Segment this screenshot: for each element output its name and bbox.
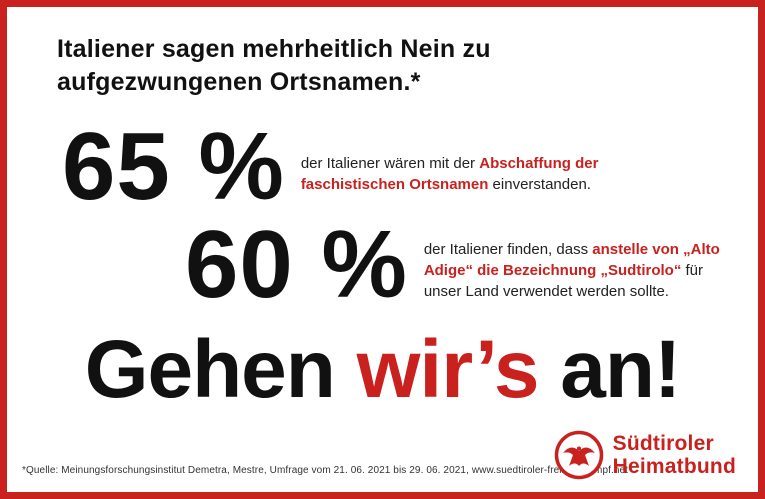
stat-65-value: 65 % <box>62 113 285 220</box>
poster-title-line1: Italiener sagen mehrheitlich Nein zu <box>57 35 491 63</box>
stat-60-description: der Italiener finden, dass anstelle von … <box>424 239 724 302</box>
stat-65-text-highlight: Abschaffung der faschistischen Ortsnamen <box>300 155 599 193</box>
slogan-highlight: wir’s <box>356 324 540 415</box>
stat-60: 60 % der Italiener finden, dass anstelle… <box>185 217 724 313</box>
stat-65-description: der Italiener wären mit der Abschaffung … <box>301 153 613 195</box>
poster-title: Italiener sagen mehrheitlich Nein zu auf… <box>57 33 491 99</box>
stat-65-text-pre: der Italiener wären mit der <box>300 155 480 172</box>
eagle-icon <box>554 430 603 480</box>
logo-text-line1: Südtiroler <box>612 431 714 455</box>
stat-60-text-post: für unser Land verwendet werden sollte. <box>423 262 704 300</box>
source-note: *Quelle: Meinungsforschungsinstitut Deme… <box>22 465 629 476</box>
poster-title-line2: aufgezwungenen Ortsnamen.* <box>57 68 421 96</box>
heimatbund-logo: Südtiroler Heimatbund <box>554 430 736 480</box>
logo-text-line2: Heimatbund <box>612 455 736 478</box>
stat-65: 65 % der Italiener wären mit der Abschaf… <box>62 119 613 215</box>
stat-60-text-highlight: anstelle von „Alto Adige“ die Bezeichnun… <box>423 241 720 279</box>
stat-60-text-pre: der Italiener finden, dass <box>423 241 593 258</box>
stat-65-text-post: einverstanden. <box>488 176 591 193</box>
logo-text: Südtiroler Heimatbund <box>613 432 736 478</box>
stat-60-value: 60 % <box>185 211 408 318</box>
slogan: Gehen wir’s an! <box>7 329 758 411</box>
slogan-part2: an! <box>538 324 681 415</box>
slogan-part1: Gehen <box>84 324 357 415</box>
